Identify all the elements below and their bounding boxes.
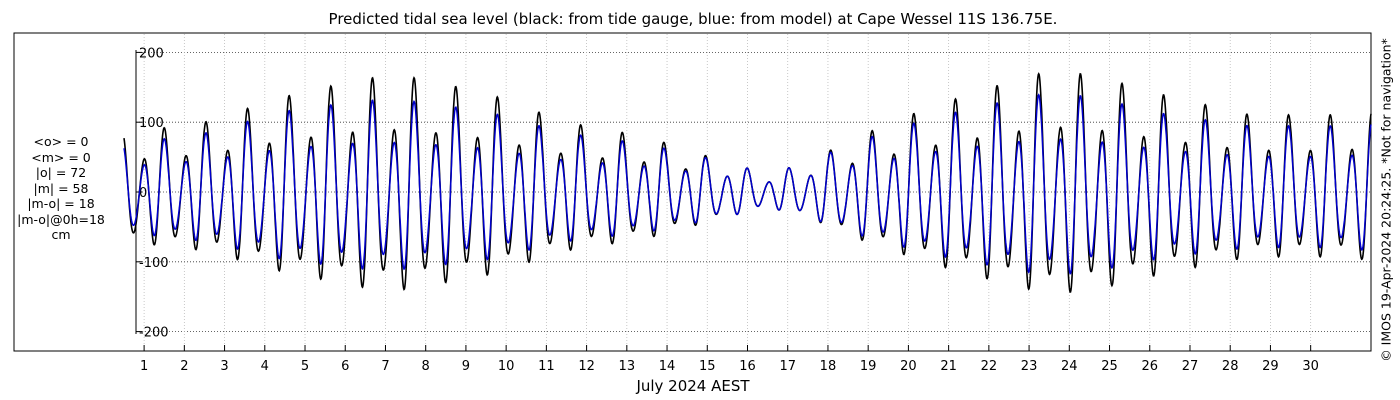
- y-tick-label: 0: [139, 186, 147, 201]
- x-tick-label: 14: [659, 359, 676, 374]
- stat-mean-model: <m> = 0: [31, 149, 91, 165]
- stat-abs-diff-0h: |m-o|@0h=18: [17, 211, 105, 227]
- y-tick-label: -100: [139, 256, 169, 271]
- x-tick-label: 24: [1061, 359, 1078, 374]
- plot-frame: [13, 32, 1372, 352]
- x-tick-label: 16: [739, 359, 756, 374]
- x-tick-label: 2: [180, 359, 188, 374]
- y-tick-label: 200: [139, 46, 164, 61]
- series-model-line: [123, 93, 1372, 275]
- x-tick-label: 30: [1302, 359, 1319, 374]
- x-tick-label: 9: [462, 359, 470, 374]
- series-lines: [123, 72, 1372, 293]
- x-tick-label: 4: [261, 359, 269, 374]
- x-tick-label: 23: [1021, 359, 1038, 374]
- stat-abs-obs: |o| = 72: [35, 165, 87, 180]
- x-tick-label: 28: [1222, 359, 1239, 374]
- x-tick-label: 19: [860, 359, 877, 374]
- x-tick-label: 5: [301, 359, 309, 374]
- x-tick-label: 15: [699, 359, 716, 374]
- credit-text: © IMOS 19-Apr-2024 20:24:25. *Not for na…: [1378, 38, 1394, 362]
- x-tick-label: 25: [1101, 359, 1118, 374]
- y-tick-label: 100: [139, 116, 164, 131]
- stat-abs-model: |m| = 58: [33, 180, 89, 196]
- x-tick-label: 1: [140, 359, 148, 374]
- x-tick-label: 10: [498, 359, 515, 374]
- stat-unit: cm: [51, 227, 71, 242]
- x-tick-label: 29: [1262, 359, 1279, 374]
- x-tick-label: 26: [1141, 359, 1158, 374]
- x-axis: 1 2 3 4 5 6 7 8 9 10 11 12 13 14 15 16 17 18 19 20 21 22 23 24 2…: [140, 345, 1319, 374]
- x-tick-label: 17: [779, 359, 796, 374]
- x-tick-label: 18: [820, 359, 837, 374]
- stat-abs-diff: |m-o| = 18: [27, 196, 95, 211]
- stat-mean-obs: <o> = 0: [33, 134, 89, 149]
- x-tick-label: 12: [578, 359, 595, 374]
- x-tick-label: 20: [900, 359, 917, 374]
- x-axis-label: July 2024 AEST: [635, 377, 750, 395]
- x-tick-label: 13: [619, 359, 636, 374]
- x-tick-label: 7: [381, 359, 389, 374]
- x-tick-label: 3: [220, 359, 228, 374]
- stats-panel: <o> = 0 <m> = 0 |o| = 72 |m| = 58 |m-o| …: [0, 134, 122, 243]
- x-tick-label: 27: [1182, 359, 1199, 374]
- x-tick-label: 22: [981, 359, 998, 374]
- x-tick-label: 21: [940, 359, 957, 374]
- y-tick-label: -200: [139, 326, 169, 341]
- x-tick-label: 8: [422, 359, 430, 374]
- x-tick-label: 6: [341, 359, 349, 374]
- x-tick-label: 11: [538, 359, 555, 374]
- chart-title: Predicted tidal sea level (black: from t…: [329, 10, 1058, 28]
- y-axis: -200 -100 0 100 200: [135, 46, 169, 341]
